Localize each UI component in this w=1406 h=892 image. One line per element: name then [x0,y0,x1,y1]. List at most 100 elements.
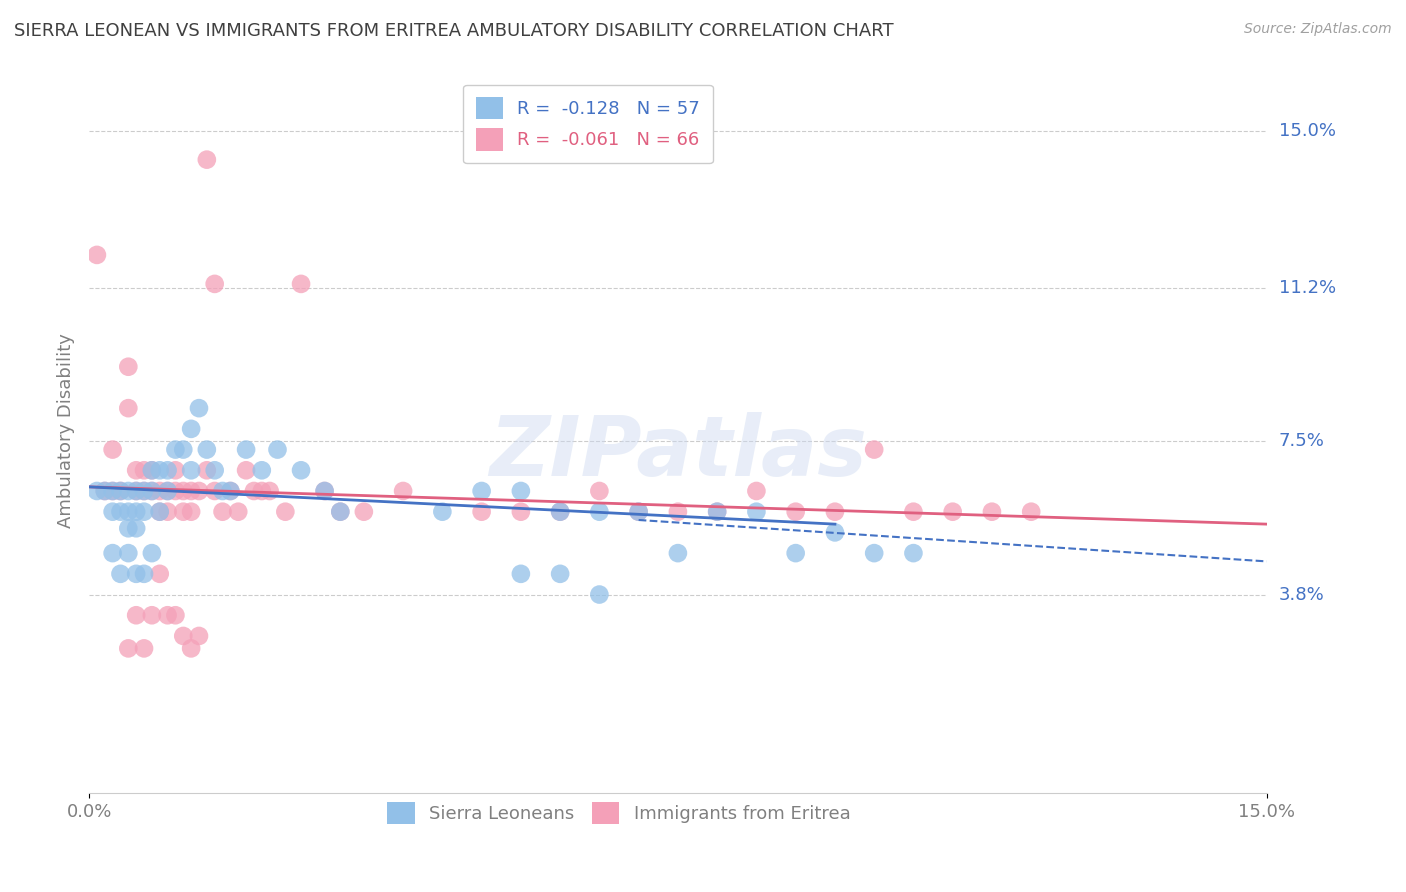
Point [188,401,211,416]
Point [188,483,211,498]
Point [110,505,132,519]
Point [180,483,202,498]
Text: 11.2%: 11.2% [1278,279,1336,297]
Text: Source: ZipAtlas.com: Source: ZipAtlas.com [1244,22,1392,37]
Point [981,505,1004,519]
Point [627,505,650,519]
Point [706,505,728,519]
Point [785,505,807,519]
Point [588,505,610,519]
Point [903,505,925,519]
Point [125,463,148,477]
Point [211,505,233,519]
Point [117,521,139,535]
Point [195,153,218,167]
Point [329,505,352,519]
Point [666,505,689,519]
Point [149,483,172,498]
Point [101,546,124,560]
Point [745,483,768,498]
Point [903,546,925,560]
Point [156,463,179,477]
Text: SIERRA LEONEAN VS IMMIGRANTS FROM ERITREA AMBULATORY DISABILITY CORRELATION CHAR: SIERRA LEONEAN VS IMMIGRANTS FROM ERITRE… [14,22,894,40]
Point [219,483,242,498]
Point [219,483,242,498]
Point [863,546,886,560]
Point [132,505,155,519]
Point [117,505,139,519]
Point [942,505,965,519]
Point [235,442,257,457]
Point [125,483,148,498]
Point [149,505,172,519]
Point [86,248,108,262]
Point [94,483,117,498]
Point [141,463,163,477]
Point [86,483,108,498]
Point [156,483,179,498]
Text: 3.8%: 3.8% [1278,585,1324,604]
Point [101,483,124,498]
Point [353,505,375,519]
Point [110,483,132,498]
Point [250,463,273,477]
Point [117,641,139,656]
Point [132,566,155,581]
Point [235,463,257,477]
Point [188,629,211,643]
Point [432,505,454,519]
Point [509,483,531,498]
Point [204,463,226,477]
Point [132,641,155,656]
Point [250,483,273,498]
Point [132,483,155,498]
Point [156,608,179,623]
Point [94,483,117,498]
Legend: Sierra Leoneans, Immigrants from Eritrea: Sierra Leoneans, Immigrants from Eritrea [377,791,862,835]
Point [117,546,139,560]
Point [125,505,148,519]
Point [117,483,139,498]
Point [125,608,148,623]
Point [165,608,187,623]
Point [226,505,249,519]
Point [290,463,312,477]
Point [125,483,148,498]
Point [117,359,139,374]
Point [588,588,610,602]
Text: ZIPatlas: ZIPatlas [489,412,868,493]
Point [180,641,202,656]
Point [141,483,163,498]
Point [666,546,689,560]
Point [172,629,194,643]
Point [141,546,163,560]
Point [125,566,148,581]
Point [101,483,124,498]
Point [101,442,124,457]
Point [274,505,297,519]
Point [110,483,132,498]
Point [471,483,494,498]
Point [745,505,768,519]
Point [141,483,163,498]
Point [180,505,202,519]
Point [259,483,281,498]
Text: 15.0%: 15.0% [1278,121,1336,140]
Point [172,442,194,457]
Point [627,505,650,519]
Point [172,483,194,498]
Point [180,422,202,436]
Point [141,463,163,477]
Point [314,483,336,498]
Point [165,463,187,477]
Point [156,483,179,498]
Point [392,483,415,498]
Point [548,505,571,519]
Point [548,505,571,519]
Point [785,546,807,560]
Point [172,505,194,519]
Point [117,401,139,416]
Y-axis label: Ambulatory Disability: Ambulatory Disability [58,334,75,528]
Point [149,566,172,581]
Point [195,463,218,477]
